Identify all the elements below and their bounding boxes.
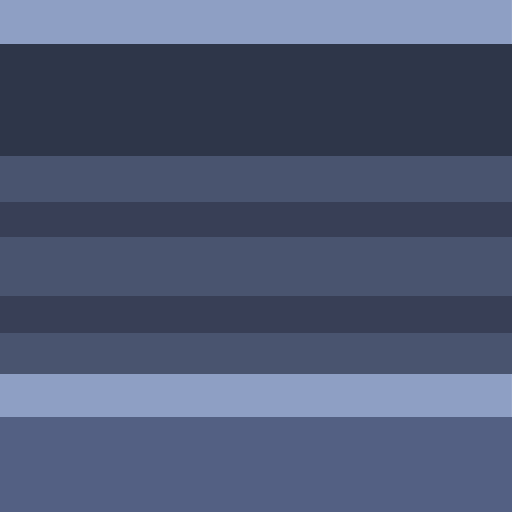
top-bar (0, 0, 512, 44)
list-row-2 (0, 237, 512, 296)
row-separator-1 (0, 202, 512, 237)
row-separator-2 (0, 296, 512, 333)
list-row-3 (0, 333, 512, 374)
list-row-1 (0, 156, 512, 202)
header-panel (0, 44, 512, 156)
footer-panel (0, 417, 512, 512)
accent-bar (0, 374, 512, 417)
